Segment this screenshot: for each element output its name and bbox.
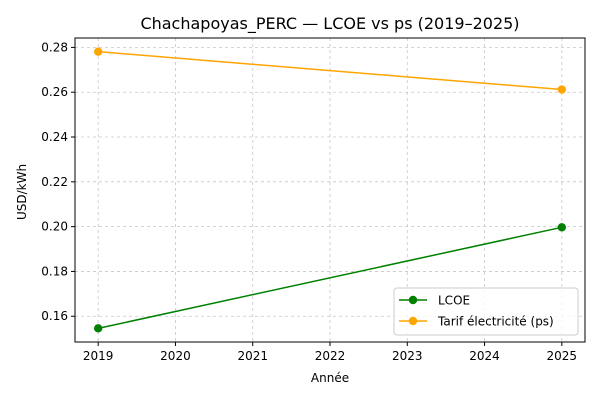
y-tick-label: 0.18 [41, 264, 68, 278]
series-line-0 [98, 226, 562, 330]
data-point [557, 85, 567, 94]
y-tick-label: 0.26 [41, 85, 68, 99]
x-tick-label: 2025 [547, 349, 578, 363]
y-tick-label: 0.16 [41, 309, 68, 323]
legend-label: LCOE [438, 294, 470, 308]
x-tick-label: 2022 [315, 349, 346, 363]
y-tick-label: 0.22 [41, 175, 68, 189]
series-layer [93, 47, 567, 333]
legend-marker [408, 295, 418, 305]
grid [75, 38, 585, 342]
series-line-1 [98, 50, 562, 91]
data-point [557, 223, 567, 232]
y-tick-label: 0.24 [41, 130, 68, 144]
y-tick-label: 0.20 [41, 220, 68, 234]
x-axis-label: Année [311, 371, 349, 385]
data-point [93, 324, 103, 333]
x-tick-label: 2024 [469, 349, 500, 363]
data-point [93, 47, 103, 56]
x-tick-label: 2021 [237, 349, 268, 363]
x-tick-label: 2023 [392, 349, 423, 363]
legend: LCOE Tarif électricité (ps) [393, 287, 579, 336]
legend-label: Tarif électricité (ps) [437, 315, 554, 329]
legend-marker [408, 316, 418, 326]
y-tick-label: 0.28 [41, 40, 68, 54]
chart-title: Chachapoyas_PERC — LCOE vs ps (2019–2025… [140, 14, 519, 34]
y-axis-label: USD/kWh [15, 164, 29, 220]
x-tick-label: 2019 [83, 349, 114, 363]
legend-box [393, 287, 579, 336]
x-tick-label: 2020 [160, 349, 191, 363]
axis-ticks: 2019 2020 2021 2022 2023 2024 2025 0.16 0.18 0.20… [41, 40, 577, 363]
